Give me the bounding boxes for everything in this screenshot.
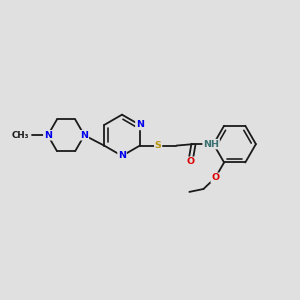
- Text: NH: NH: [203, 140, 219, 148]
- Text: O: O: [211, 173, 219, 182]
- Text: N: N: [80, 131, 88, 140]
- Text: N: N: [44, 131, 52, 140]
- Text: S: S: [155, 141, 161, 150]
- Text: CH₃: CH₃: [12, 131, 29, 140]
- Text: N: N: [136, 121, 144, 130]
- Text: O: O: [187, 157, 195, 166]
- Text: N: N: [118, 152, 126, 160]
